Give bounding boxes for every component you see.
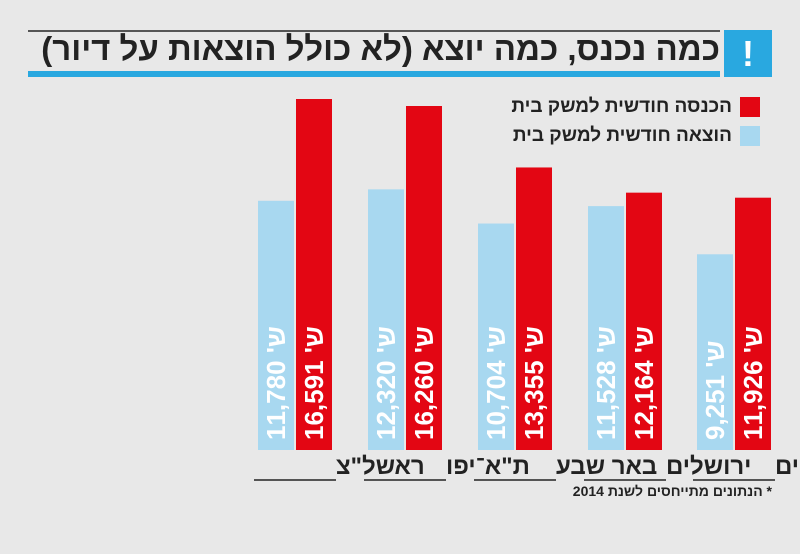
legend-swatch-expense	[740, 126, 760, 146]
legend-label-income: הכנסה חודשית למשק בית	[511, 96, 732, 117]
exclamation-icon: !	[724, 30, 772, 77]
legend-item-income: הכנסה חודשית למשק בית	[511, 96, 760, 118]
data-label-income: ש' 16,260	[409, 326, 439, 440]
bar-income	[735, 197, 771, 450]
bar-group: ש' 10,704 ש' 13,355 באר שבע	[474, 167, 657, 481]
bar-expense	[258, 200, 294, 450]
data-label-expense: ש' 11,528	[591, 326, 621, 440]
bar-income	[406, 106, 442, 450]
page-title: כמה נכנס, כמה יוצא (לא כולל הוצאות על די…	[41, 30, 720, 67]
bar-group: ש' 11,780 ש' 16,591 ראשל"צ	[254, 99, 425, 481]
data-label-expense: ש' 9,251	[700, 341, 730, 440]
bar-expense	[478, 223, 514, 450]
data-label-income: ש' 12,164	[629, 326, 659, 440]
data-label-income: ש' 11,926	[738, 326, 768, 440]
bar-expense	[588, 206, 624, 450]
bar-income	[626, 192, 662, 450]
category-label: ת"א־יפו	[446, 453, 530, 480]
bar-group: ש' 9,251 ש' 11,926 בת ים	[693, 197, 800, 481]
data-label-income: ש' 13,355	[519, 326, 549, 440]
legend-swatch-income	[740, 97, 760, 117]
legend-item-expense: הוצאה חודשית למשק בית	[513, 125, 760, 147]
title-underline	[28, 71, 720, 77]
bar-expense	[697, 254, 733, 450]
category-label: ירושלים	[666, 453, 751, 480]
bar-income	[516, 167, 552, 450]
category-label: באר שבע	[556, 453, 657, 480]
data-label-expense: ש' 11,780	[261, 326, 291, 440]
bar-expense	[368, 189, 404, 450]
category-label: ראשל"צ	[336, 453, 425, 480]
bar-group: ש' 12,320 ש' 16,260 ת"א־יפו	[364, 106, 530, 481]
bar-group: ש' 11,528 ש' 12,164 ירושלים	[584, 192, 751, 481]
data-label-expense: ש' 12,320	[371, 326, 401, 440]
data-label-income: ש' 16,591	[299, 326, 329, 440]
bar-income	[296, 99, 332, 450]
title-top-rule	[28, 30, 720, 32]
legend-label-expense: הוצאה חודשית למשק בית	[512, 125, 732, 146]
category-label: בת ים	[775, 453, 800, 480]
footnote: * הנתונים מתייחסים לשנת 2014	[572, 483, 772, 499]
data-label-expense: ש' 10,704	[481, 326, 511, 440]
